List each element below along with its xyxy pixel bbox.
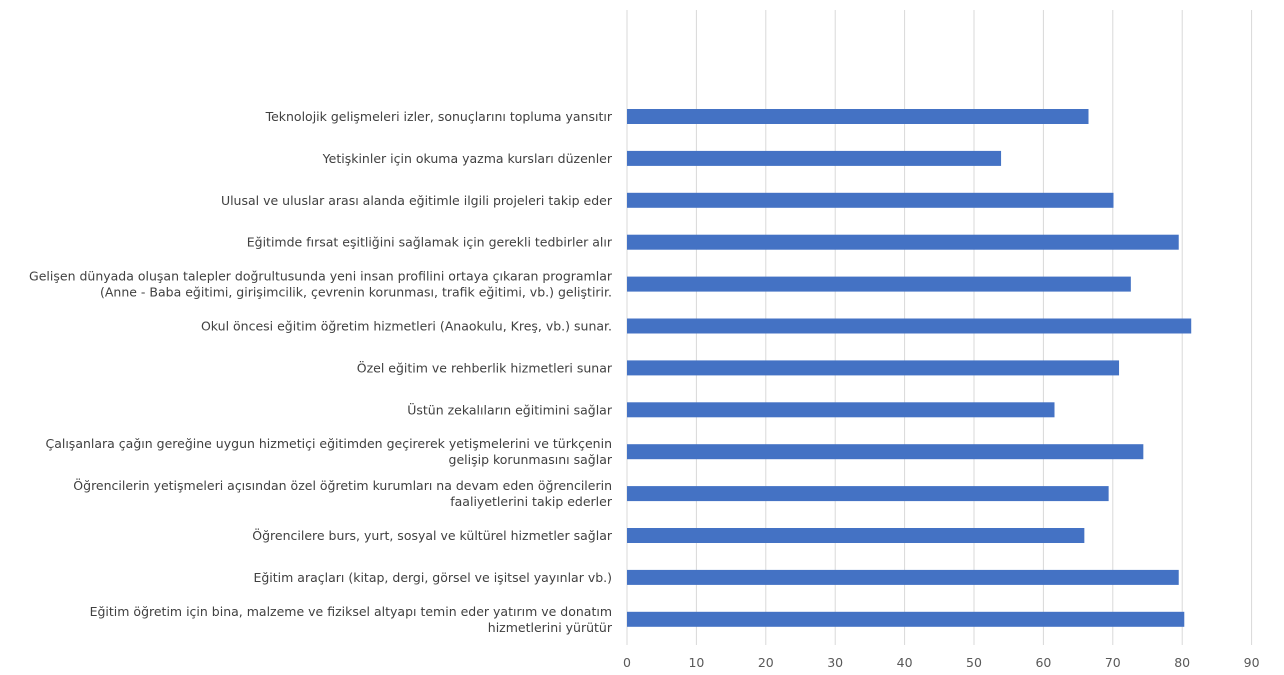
x-tick-label: 20	[758, 655, 774, 670]
category-label: Teknolojik gelişmeleri izler, sonuçların…	[265, 109, 613, 124]
category-label: Yetişkinler için okuma yazma kursları dü…	[322, 151, 613, 166]
x-tick-label: 60	[1035, 655, 1051, 670]
bar	[627, 569, 1179, 585]
category-label: gelişip korunmasını sağlar	[449, 452, 613, 467]
category-label: hizmetlerini yürütür	[488, 620, 613, 635]
category-label: Gelişen dünyada oluşan talepler doğrultu…	[29, 269, 613, 284]
bars	[627, 109, 1192, 627]
x-tick-label: 90	[1244, 655, 1260, 670]
category-label: Özel eğitim ve rehberlik hizmetleri suna…	[357, 359, 613, 375]
category-label: Eğitimde fırsat eşitliğini sağlamak için…	[247, 235, 613, 250]
category-label: Öğrencilerin yetişmeleri açısından özel …	[73, 477, 612, 493]
bar	[627, 234, 1179, 250]
bar	[627, 192, 1114, 208]
bar	[627, 402, 1055, 418]
bar	[627, 109, 1089, 124]
category-label: Okul öncesi eğitim öğretim hizmetleri (A…	[201, 319, 612, 334]
category-label: Üstün zekalıların eğitimini sağlar	[407, 401, 613, 417]
bar	[627, 150, 1002, 166]
x-tick-label: 30	[827, 655, 843, 670]
bar	[627, 528, 1085, 543]
category-label: Çalışanlara çağın gereğine uygun hizmeti…	[45, 436, 612, 451]
x-tick-label: 10	[688, 655, 704, 670]
x-tick-label: 40	[897, 655, 913, 670]
x-axis-tick-labels: 0 10 20 30 40 50 60 70 80 90	[623, 655, 1260, 670]
category-label: (Anne - Baba eğitimi, girişimcilik, çevr…	[100, 285, 612, 300]
category-label: Eğitim öğretim için bina, malzeme ve fiz…	[90, 604, 612, 619]
bar	[627, 444, 1144, 460]
bar	[627, 486, 1109, 502]
bar	[627, 360, 1120, 376]
category-labels: Teknolojik gelişmeleri izler, sonuçların…	[29, 109, 613, 635]
x-tick-label: 50	[966, 655, 982, 670]
bar	[627, 611, 1185, 627]
category-label: Öğrencilere burs, yurt, sosyal ve kültür…	[252, 527, 613, 543]
x-tick-label: 0	[623, 655, 631, 670]
category-label: faaliyetlerini takip ederler	[450, 494, 613, 509]
bar	[627, 276, 1131, 292]
x-tick-label: 80	[1174, 655, 1190, 670]
category-label: Ulusal ve uluslar arası alanda eğitimle …	[221, 193, 613, 208]
category-label: Eğitim araçları (kitap, dergi, görsel ve…	[253, 570, 612, 585]
bar	[627, 318, 1192, 334]
x-tick-label: 70	[1105, 655, 1121, 670]
